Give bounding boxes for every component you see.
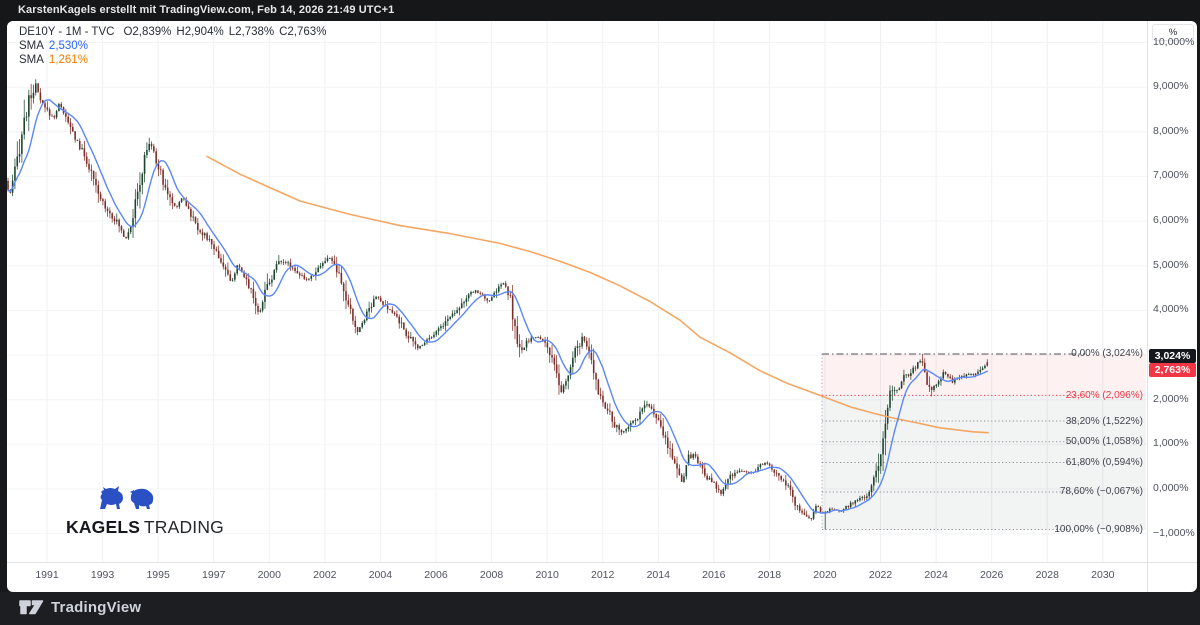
price-axis-label: 5,000%: [1153, 258, 1189, 271]
ohlc-open: O2,839%: [123, 26, 172, 38]
time-axis-year-label: 2006: [424, 569, 448, 581]
time-axis-year-label: 2020: [813, 569, 837, 581]
top-attribution-bar: [0, 0, 1200, 21]
price-axis-separator: [1147, 21, 1148, 592]
time-axis-year-label: 1991: [35, 569, 59, 581]
legend-sma-slow-row[interactable]: SMA 1,261%: [19, 53, 326, 67]
legend-sma-fast-row[interactable]: SMA 2,530%: [19, 39, 326, 53]
time-axis-year-label: 2030: [1091, 569, 1115, 581]
attribution-text: KarstenKagels erstellt mit TradingView.c…: [18, 4, 395, 16]
fib-level-label: 0,00% (3,024%): [1071, 348, 1143, 360]
time-axis-year-label: 1993: [90, 569, 115, 581]
price-axis-label: 4,000%: [1153, 303, 1189, 316]
time-axis-separator: [7, 562, 1197, 563]
watermark-brand-regular: TRADING: [143, 517, 224, 537]
time-axis-year-label: 1997: [202, 569, 226, 581]
price-axis-label: 2,000%: [1153, 392, 1189, 405]
price-axis-label: 10,000%: [1153, 35, 1195, 48]
fib-level-label: 50,00% (1,058%): [1065, 436, 1143, 448]
bull-and-bear-icon: [100, 486, 154, 509]
price-axis-label: −1,000%: [1153, 526, 1195, 539]
price-axis-label: 9,000%: [1153, 80, 1189, 93]
time-axis-year-label: 2010: [535, 569, 559, 581]
ohlc-low: L2,738%: [228, 26, 275, 38]
price-axis-label: 6,000%: [1153, 214, 1189, 227]
ohlc-close: C2,763%: [279, 26, 327, 38]
time-axis-year-label: 2022: [868, 569, 893, 581]
candlestick-chart[interactable]: [7, 21, 1197, 592]
time-axis-year-label: 2028: [1035, 569, 1059, 581]
time-axis-year-label: 2018: [757, 569, 782, 581]
time-axis-year-label: 2000: [257, 569, 281, 581]
symbol-title: DE10Y - 1M - TVC: [19, 26, 115, 38]
sma-slow-value: 1,261%: [48, 54, 88, 66]
tradingview-brand-text: TradingView: [51, 598, 142, 616]
bottom-brand-bar: [0, 592, 1200, 625]
time-axis-year-label: 2016: [702, 569, 726, 581]
time-axis-year-label: 1995: [146, 569, 170, 581]
ohlc-high: H2,904%: [176, 26, 224, 38]
tradingview-logo[interactable]: TradingView: [18, 597, 141, 617]
time-axis-year-label: 2014: [646, 569, 670, 581]
fib-level-label: 78,60% (−0,067%): [1059, 486, 1143, 498]
time-axis-year-label: 2002: [313, 569, 337, 581]
sma-slow-label: SMA: [19, 54, 44, 66]
fib-level-label: 100,00% (−0,908%): [1054, 524, 1143, 536]
time-axis-year-label: 2024: [924, 569, 948, 581]
price-axis-label: 0,000%: [1153, 482, 1189, 494]
time-axis-year-label: 2008: [479, 569, 504, 581]
time-axis-year-label: 2026: [980, 569, 1004, 581]
time-axis-year-label: 2012: [591, 569, 615, 581]
watermark-brand-bold: KAGELS: [66, 517, 141, 537]
last-price-tag: 2,763%: [1149, 363, 1196, 377]
legend-symbol-row[interactable]: DE10Y - 1M - TVC O2,839% H2,904% L2,738% C2,…: [19, 25, 326, 39]
price-axis-label: 8,000%: [1153, 124, 1189, 137]
chart-card: [7, 21, 1197, 592]
watermark-text: KAGELS TRADING: [66, 517, 224, 538]
time-axis-year-label: 2004: [368, 569, 393, 581]
fib-high-price-tag: 3,024%: [1149, 349, 1196, 363]
tradingview-icon: [19, 599, 44, 614]
price-axis-label: 1,000%: [1153, 437, 1189, 450]
kagels-trading-watermark: KAGELS TRADING: [66, 482, 224, 538]
price-axis-label: 7,000%: [1153, 169, 1189, 182]
fib-level-label: 23,60% (2,096%): [1065, 389, 1143, 401]
chart-legend: DE10Y - 1M - TVC O2,839% H2,904% L2,738% C2,…: [19, 25, 326, 67]
sma-fast-value: 2,530%: [48, 40, 88, 52]
fib-level-label: 61,80% (0,594%): [1065, 456, 1143, 468]
fib-level-label: 38,20% (1,522%): [1065, 415, 1143, 427]
sma-fast-label: SMA: [19, 40, 44, 52]
price-axis-unit-button[interactable]: %: [1152, 24, 1194, 41]
